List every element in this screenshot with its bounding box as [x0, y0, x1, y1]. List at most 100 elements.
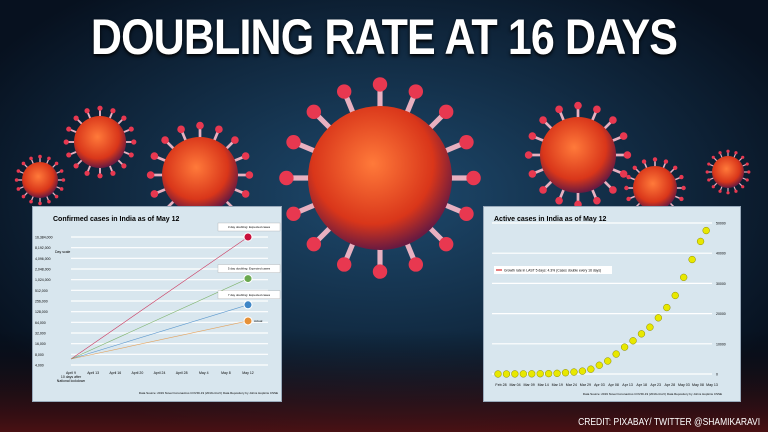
y-tick-label: 16,384,000: [35, 236, 53, 240]
source-text: Data Source: 2019 Novel Coronavirus COVI…: [583, 392, 722, 396]
virus-spike-tip: [408, 84, 424, 99]
virus-spike-tip: [97, 105, 103, 111]
annotation-text: Actual: [254, 319, 263, 323]
virus-spike-tip: [408, 257, 424, 272]
virus-spike-tip: [624, 185, 629, 191]
x-tick-label: April 13: [87, 371, 99, 375]
annotation-text: 3 day doubling: Expected cases: [228, 225, 271, 229]
virus-spike-tip: [279, 170, 294, 186]
virus-spike-tip: [726, 191, 730, 195]
virus-icon: [14, 154, 66, 206]
x-tick-label: Apr 13: [622, 383, 633, 387]
virus-spike-tip: [16, 187, 21, 191]
data-point: [570, 368, 578, 376]
x-tick-label: Mar 14: [538, 383, 549, 387]
x-tick-label: Apr 18: [636, 383, 647, 387]
virus-spike-tip: [131, 139, 137, 145]
virus-spike-tip: [555, 196, 563, 205]
virus-spike-tip: [59, 187, 64, 191]
virus-icon: [524, 101, 632, 209]
virus-spike-tip: [632, 165, 637, 170]
series-endpoint: [243, 274, 253, 284]
virus-spike-tip: [59, 169, 64, 173]
virus-spike-tip: [372, 264, 388, 279]
data-point: [688, 255, 696, 264]
virus-spike-tip: [718, 189, 722, 193]
data-point: [511, 370, 519, 378]
virus-spike-tip: [626, 196, 631, 202]
virus-spike-tip: [745, 162, 749, 166]
virus-spike-tip: [21, 194, 26, 199]
data-point: [578, 367, 587, 375]
x-tick-label: Mar 04: [509, 383, 520, 387]
data-point: [629, 337, 637, 345]
data-point: [671, 291, 679, 300]
x-tick-label: Mar 09: [524, 383, 535, 387]
virus-spike-tip: [47, 199, 51, 204]
virus-spike-tip: [306, 236, 322, 252]
virus-body: [308, 106, 452, 250]
virus-spike-tip: [741, 185, 745, 189]
virus-spike-tip: [619, 132, 628, 140]
virus-spike-tip: [150, 152, 159, 160]
corner-label: Day scale: [55, 250, 70, 254]
virus-spike-tip: [84, 108, 90, 114]
active-cases-chart: Active cases in India as of May 12 0 10000…: [483, 206, 741, 402]
virus-spike-tip: [574, 101, 582, 110]
y-tick-label: 8,000: [35, 353, 44, 357]
virus-spike-tip: [438, 236, 454, 252]
virus-spike-tip: [711, 155, 715, 159]
y-tick-label: 8,192,000: [35, 246, 51, 250]
data-point: [553, 369, 561, 377]
virus-spike-tip: [128, 152, 134, 158]
virus-spike-tip: [97, 173, 103, 179]
y-tick-label: 40000: [716, 252, 726, 256]
virus-spike-tip: [73, 115, 79, 121]
virus-body: [162, 137, 238, 213]
x-tick-label: April 28: [176, 371, 188, 375]
x-tick-label: May 12: [242, 371, 254, 375]
annotation-text: 5 day doubling: Expected cases: [228, 267, 271, 271]
virus-spike-tip: [652, 157, 658, 162]
data-point: [654, 314, 663, 322]
data-point: [536, 370, 544, 378]
series-endpoint: [243, 300, 253, 310]
virus-spike-tip: [150, 190, 159, 198]
x-tick-label: May 4: [199, 371, 209, 375]
virus-spike-tip: [681, 185, 686, 191]
annotation-box: [217, 264, 281, 273]
virus-spike-tip: [241, 190, 250, 198]
data-point: [494, 370, 502, 378]
virus-spike-tip: [734, 189, 738, 193]
data-point: [663, 303, 671, 312]
virus-spike-tip: [641, 159, 647, 164]
confirmed-cases-chart: Confirmed cases in India as of May 12 Day…: [32, 206, 282, 402]
virus-spike-tip: [241, 152, 250, 160]
virus-spike-tip: [707, 178, 711, 182]
virus-spike-tip: [306, 104, 322, 120]
y-tick-label: 50000: [716, 222, 726, 226]
virus-spike-tip: [734, 151, 738, 155]
y-tick-label: 64,000: [35, 321, 46, 325]
x-tick-label: May 8: [221, 371, 231, 375]
virus-spike-tip: [47, 156, 51, 161]
virus-spike-tip: [54, 161, 59, 166]
chart-title: Confirmed cases in India as of May 12: [53, 216, 180, 223]
source-text: Data Source: 2019 Novel Coronavirus COVI…: [139, 391, 278, 395]
virus-spike-tip: [128, 126, 134, 132]
virus-spike-tip: [372, 77, 388, 92]
virus-spike-tip: [245, 171, 254, 179]
virus-spike-tip: [110, 108, 116, 114]
legend-text: Growth rate in LAST 5 days: 4.3% (Cases …: [504, 269, 601, 273]
virus-spike-tip: [61, 178, 66, 182]
virus-spike-tip: [121, 163, 127, 169]
y-tick-label: 4,000: [35, 364, 44, 368]
virus-spike-tip: [196, 121, 204, 130]
virus-body: [633, 166, 677, 210]
data-point: [702, 226, 710, 235]
y-tick-label: 2,048,000: [35, 268, 51, 272]
series-line: [70, 236, 249, 360]
data-point: [595, 361, 603, 369]
virus-spike-tip: [539, 116, 547, 124]
virus-spike-tip: [29, 199, 33, 204]
